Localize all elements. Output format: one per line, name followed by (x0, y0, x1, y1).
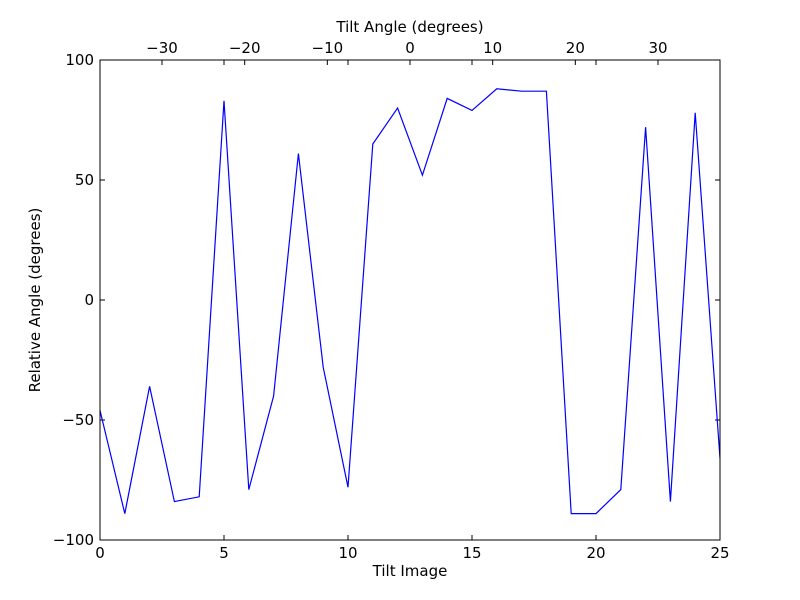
series-line (99, 88, 721, 515)
top-tick-label: 30 (648, 39, 667, 57)
top-tick-label: 20 (566, 39, 585, 57)
x-tick-label: 5 (219, 544, 229, 562)
x-axis-title: Tilt Image (372, 562, 448, 580)
y-tick-label: 0 (84, 291, 94, 309)
x-tick-label: 15 (462, 544, 481, 562)
plot-background (100, 60, 720, 540)
top-tick-label: 0 (405, 39, 415, 57)
y-axis-title: Relative Angle (degrees) (26, 208, 44, 393)
top-tick-label: −20 (229, 39, 261, 57)
top-tick-label: 10 (483, 39, 502, 57)
y-tick-label: 50 (75, 171, 94, 189)
top-tick-label: −10 (312, 39, 344, 57)
x-tick-label: 25 (710, 544, 729, 562)
plot-frame (99, 59, 721, 541)
y-tick-label: −100 (53, 531, 94, 549)
y-tick-label: −50 (62, 411, 94, 429)
top-tick-label: −30 (146, 39, 178, 57)
x-tick-label: 10 (338, 544, 357, 562)
y-tick-label: 100 (65, 51, 94, 69)
x-tick-label: 0 (95, 544, 105, 562)
x-tick-label: 20 (586, 544, 605, 562)
top-axis-title: Tilt Angle (degrees) (335, 18, 483, 36)
